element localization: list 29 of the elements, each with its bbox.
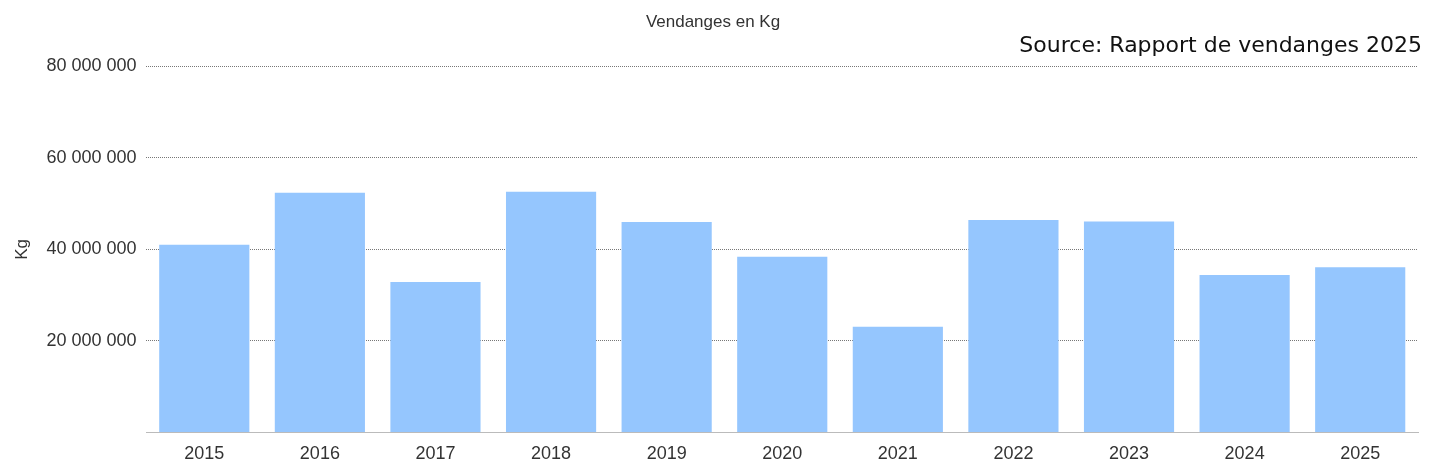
y-axis-title: Kg <box>11 239 31 260</box>
x-tick-label: 2022 <box>993 443 1034 464</box>
bar <box>159 244 250 432</box>
y-tick-label: 40 000 000 <box>46 238 137 259</box>
x-tick-label: 2023 <box>1109 443 1150 464</box>
x-tick-label: 2015 <box>184 443 225 464</box>
bar <box>852 326 943 432</box>
bar <box>390 281 481 432</box>
y-tick-label: 80 000 000 <box>46 55 137 76</box>
bar <box>1315 267 1406 432</box>
bar <box>1083 221 1175 432</box>
y-tick-label: 20 000 000 <box>46 329 137 350</box>
chart-title: Vendanges en Kg <box>645 11 781 31</box>
y-tick-label: 60 000 000 <box>46 146 137 167</box>
source-note: Source: Rapport de vendanges 2025 <box>1019 32 1422 57</box>
bar <box>505 191 597 432</box>
x-tick-label: 2016 <box>299 443 340 464</box>
bar <box>274 192 365 432</box>
bar <box>968 220 1059 432</box>
x-tick-label: 2024 <box>1224 443 1265 464</box>
x-tick-label: 2020 <box>762 443 803 464</box>
bar <box>621 221 712 432</box>
x-tick-label: 2021 <box>877 443 918 464</box>
bar <box>737 256 828 432</box>
x-tick-label: 2018 <box>531 443 572 464</box>
x-tick-label: 2017 <box>415 443 456 464</box>
x-tick-label: 2025 <box>1340 443 1381 464</box>
x-tick-label: 2019 <box>646 443 687 464</box>
bar <box>1199 275 1290 432</box>
